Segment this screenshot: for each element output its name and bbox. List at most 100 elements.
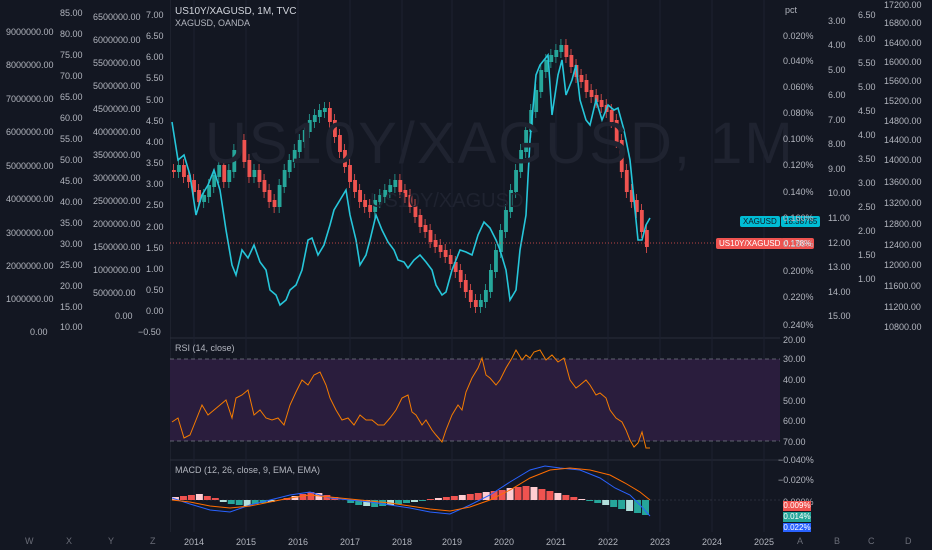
axis-tick: 2.00 (146, 222, 164, 232)
time-axis[interactable] (0, 532, 932, 550)
macd-bar (291, 496, 299, 500)
time-label: 2018 (392, 537, 413, 547)
macd-bar (594, 500, 602, 503)
hotkey-a[interactable]: A (797, 536, 804, 546)
xagusd-value-tag: 18.38785 (781, 216, 821, 227)
hotkey-c[interactable]: C (868, 536, 875, 546)
axis-tick: 1.50 (858, 250, 876, 260)
candle-body (473, 300, 478, 307)
chart-subtitle: XAGUSD, OANDA (175, 18, 251, 28)
candle-body (559, 45, 564, 52)
axis-tick: 2500000.00 (93, 196, 141, 206)
candle-body (343, 150, 347, 167)
axis-tick: 6500000.00 (93, 12, 141, 22)
candle-body (634, 200, 639, 212)
candle-body (182, 165, 186, 177)
axis-tick: 30.00 (783, 354, 806, 364)
axis-tick: 1000000.00 (93, 265, 141, 275)
axis-tick: 5.00 (858, 82, 876, 92)
macd-bar (554, 493, 562, 500)
axis-tick: 0.240% (783, 320, 814, 330)
candle-body (499, 230, 503, 252)
axis-tick: 2.50 (858, 202, 876, 212)
candle-body (292, 150, 297, 162)
candle-body (458, 270, 463, 282)
candle-body (408, 195, 413, 207)
candle-body (624, 170, 629, 192)
macd-bar (235, 500, 243, 505)
axis-col-4: 7.00 6.50 6.00 5.50 5.00 4.50 4.00 3.50 … (138, 0, 170, 340)
hotkey-b[interactable]: B (834, 536, 841, 546)
candle-body (333, 120, 337, 137)
time-label: 2019 (442, 537, 463, 547)
macd-label: MACD (12, 26, close, 9, EMA, EMA) (175, 465, 321, 475)
macd-bar (363, 500, 371, 506)
candle-body (348, 165, 352, 182)
time-label: 2025 (754, 537, 775, 547)
axis-tick: 2.50 (146, 200, 164, 210)
axis-tick: 60.00 (60, 113, 83, 123)
rsi-axis: 20.00 30.00 40.00 50.00 60.00 70.00 (783, 330, 823, 460)
axis-tick: 50.00 (60, 155, 83, 165)
axis-tick: 0.100% (783, 134, 814, 144)
axis-tick: 40.00 (783, 375, 806, 385)
axis-tick: 30.00 (60, 239, 83, 249)
time-label: 2016 (288, 537, 309, 547)
axis-tick: 6.00 (828, 90, 846, 100)
axis-tick: 70.00 (60, 71, 83, 81)
macd-bar (562, 495, 570, 500)
axis-tick: 5.50 (858, 58, 876, 68)
macd-bar (522, 486, 530, 500)
axis-tick: −0.020% (778, 475, 814, 485)
macd-bar (466, 494, 474, 500)
axis-tick: 0.200% (783, 266, 814, 276)
candle-body (453, 262, 458, 272)
hotkey-y[interactable]: Y (108, 536, 115, 546)
hotkey-w[interactable]: W (25, 536, 34, 546)
axis-tick: 13200.00 (884, 198, 922, 208)
axis-tick: 6.00 (146, 52, 164, 62)
axis-tick: 35.00 (60, 218, 83, 228)
xagusd-line (171, 52, 651, 307)
hotkey-z[interactable]: Z (150, 536, 156, 546)
axis-tick: 6.00 (858, 34, 876, 44)
time-label: 2015 (236, 537, 257, 547)
axis-tick: 3.00 (858, 178, 876, 188)
candle-body (192, 180, 196, 192)
axis-tick: 14800.00 (884, 116, 922, 126)
time-label: 2021 (546, 537, 567, 547)
candle-body (403, 190, 408, 197)
candle-body (463, 280, 468, 292)
axis-tick: 8.00 (828, 139, 846, 149)
axis-tick: 1.00 (858, 274, 876, 284)
axis-tick: 5500000.00 (93, 58, 141, 68)
axis-tick: 4.00 (146, 137, 164, 147)
hotkey-d[interactable]: D (905, 536, 912, 546)
axis-tick: 5.50 (146, 73, 164, 83)
macd-bar (514, 487, 522, 500)
candle-body (247, 160, 252, 177)
candle-body (317, 110, 322, 117)
axis-tick: 0.180% (783, 239, 814, 249)
macd-bar (219, 500, 227, 502)
macd-histogram (172, 486, 649, 515)
axis-tick: 10.00 (60, 322, 83, 332)
candle-body (252, 170, 257, 177)
axis-tick: 15.00 (828, 311, 851, 321)
axis-tick: 15200.00 (884, 96, 922, 106)
candle-body (644, 230, 649, 247)
macd-histogram-tag: 0.009% (783, 501, 811, 511)
macd-bar (315, 493, 323, 500)
axis-tick: 75.00 (60, 50, 83, 60)
candle-body (172, 170, 176, 172)
pct-axis: pct 0.020% 0.040% 0.060% 0.080% 0.100% 0… (783, 0, 823, 340)
candle-body (282, 170, 287, 187)
hotkey-x[interactable]: X (66, 536, 73, 546)
candle-body (483, 290, 488, 302)
candle-body (302, 130, 307, 142)
axis-tick: 0.140% (783, 187, 814, 197)
main-chart[interactable] (170, 0, 780, 532)
candle-body (629, 190, 634, 202)
macd-bar (442, 497, 450, 500)
candle-body (207, 185, 212, 197)
